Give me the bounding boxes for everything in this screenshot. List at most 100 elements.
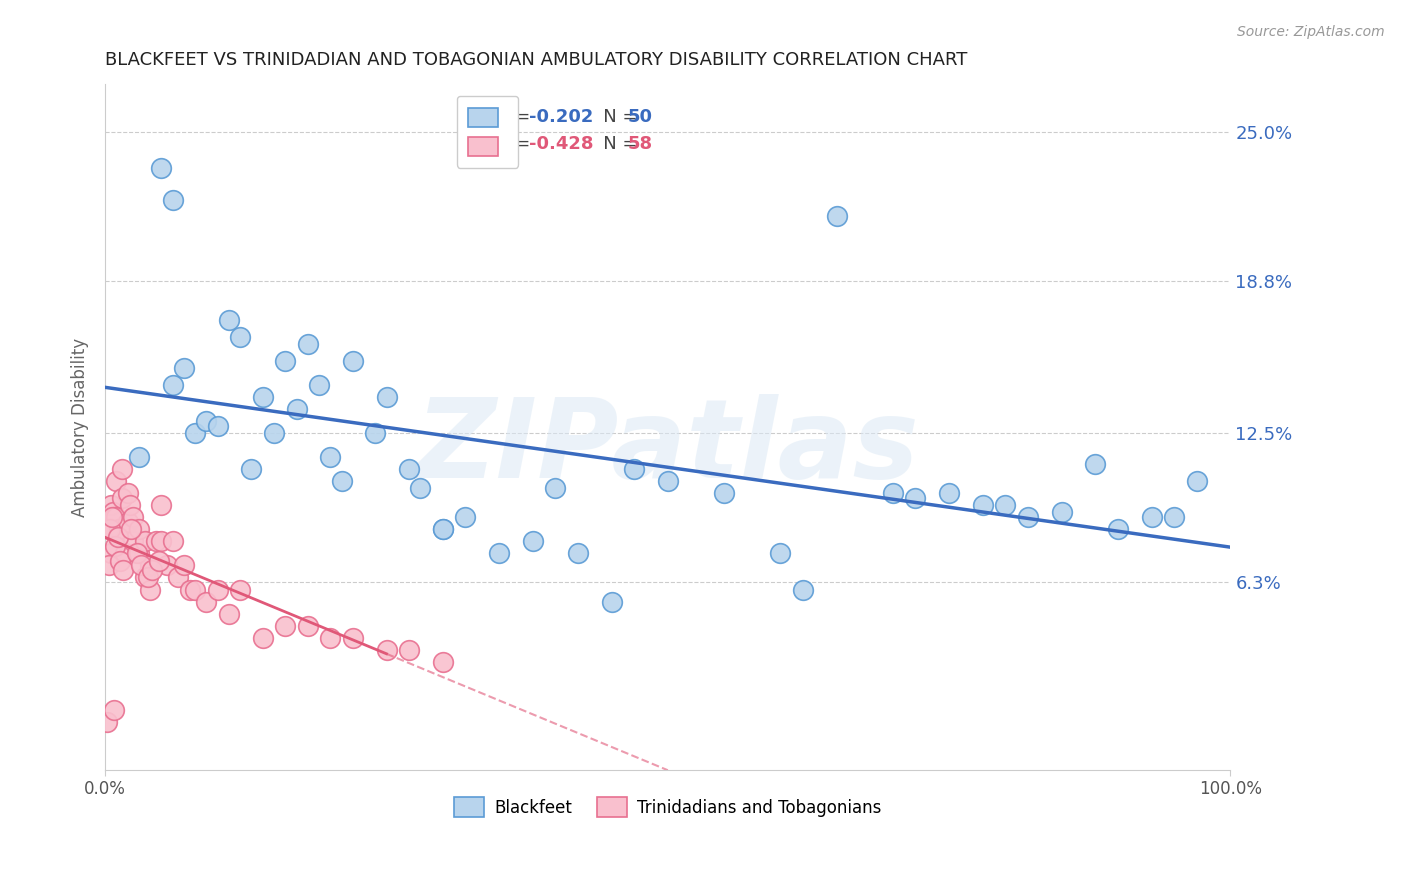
Point: [97, 522, 120, 536]
Point: [112, 563, 135, 577]
Point: [488, 546, 510, 560]
Point: [134, 570, 156, 584]
Point: [330, 474, 353, 488]
Point: [240, 462, 263, 476]
Point: [274, 618, 297, 632]
Point: [125, 546, 148, 560]
Point: [117, 486, 139, 500]
Point: [285, 402, 308, 417]
Point: [544, 482, 567, 496]
Point: [96, 714, 118, 729]
Point: [162, 378, 184, 392]
Point: [375, 642, 398, 657]
Point: [195, 414, 218, 428]
Point: [342, 354, 364, 368]
Point: [148, 554, 170, 568]
Point: [150, 161, 173, 176]
Point: [1107, 522, 1129, 536]
Point: [184, 426, 207, 441]
Text: 50: 50: [627, 108, 652, 126]
Point: [167, 570, 190, 584]
Point: [207, 582, 229, 597]
Point: [432, 522, 454, 536]
Point: [156, 558, 179, 573]
Point: [120, 522, 142, 536]
Point: [522, 534, 544, 549]
Point: [398, 462, 420, 476]
Point: [274, 354, 297, 368]
Point: [141, 563, 163, 577]
Point: [114, 546, 136, 560]
Point: [319, 631, 342, 645]
Text: -0.428: -0.428: [530, 136, 593, 153]
Point: [118, 498, 141, 512]
Point: [1050, 506, 1073, 520]
Text: R =: R =: [496, 136, 536, 153]
Point: [184, 582, 207, 597]
Point: [375, 390, 398, 404]
Point: [994, 498, 1017, 512]
Point: [122, 510, 145, 524]
Point: [1163, 510, 1185, 524]
Point: [173, 361, 195, 376]
Text: 58: 58: [627, 136, 652, 153]
Point: [103, 703, 125, 717]
Point: [769, 546, 792, 560]
Point: [1185, 474, 1208, 488]
Point: [297, 618, 319, 632]
Point: [432, 522, 454, 536]
Text: BLACKFEET VS TRINIDADIAN AND TOBAGONIAN AMBULATORY DISABILITY CORRELATION CHART: BLACKFEET VS TRINIDADIAN AND TOBAGONIAN …: [105, 51, 967, 69]
Text: N =: N =: [586, 136, 643, 153]
Point: [229, 330, 252, 344]
Point: [1140, 510, 1163, 524]
Point: [904, 491, 927, 505]
Point: [100, 546, 122, 560]
Point: [938, 486, 960, 500]
Point: [623, 462, 645, 476]
Point: [825, 210, 848, 224]
Point: [108, 554, 131, 568]
Point: [972, 498, 994, 512]
Point: [319, 450, 342, 464]
Point: [342, 631, 364, 645]
Point: [104, 539, 127, 553]
Point: [1017, 510, 1039, 524]
Point: [179, 582, 201, 597]
Point: [128, 546, 150, 560]
Point: [162, 193, 184, 207]
Point: [173, 558, 195, 573]
Point: [98, 522, 121, 536]
Point: [107, 522, 129, 536]
Point: [150, 498, 173, 512]
Point: [195, 594, 218, 608]
Point: [364, 426, 387, 441]
Point: [129, 558, 152, 573]
Point: [105, 510, 128, 524]
Point: [409, 482, 432, 496]
Point: [454, 510, 477, 524]
Point: [162, 534, 184, 549]
Point: [97, 558, 120, 573]
Legend: Blackfeet, Trinidadians and Tobagonians: Blackfeet, Trinidadians and Tobagonians: [447, 791, 889, 823]
Point: [252, 631, 274, 645]
Text: -0.202: -0.202: [530, 108, 593, 126]
Point: [657, 474, 679, 488]
Point: [139, 558, 162, 573]
Text: Source: ZipAtlas.com: Source: ZipAtlas.com: [1237, 25, 1385, 39]
Point: [101, 506, 124, 520]
Point: [100, 498, 122, 512]
Point: [218, 313, 240, 327]
Point: [432, 655, 454, 669]
Point: [111, 491, 134, 505]
Point: [117, 515, 139, 529]
Point: [139, 582, 162, 597]
Text: R =: R =: [496, 108, 536, 126]
Point: [792, 582, 814, 597]
Point: [101, 510, 124, 524]
Point: [105, 474, 128, 488]
Point: [128, 522, 150, 536]
Text: ZIPatlas: ZIPatlas: [416, 394, 920, 501]
Point: [218, 607, 240, 621]
Point: [103, 510, 125, 524]
Point: [1084, 458, 1107, 472]
